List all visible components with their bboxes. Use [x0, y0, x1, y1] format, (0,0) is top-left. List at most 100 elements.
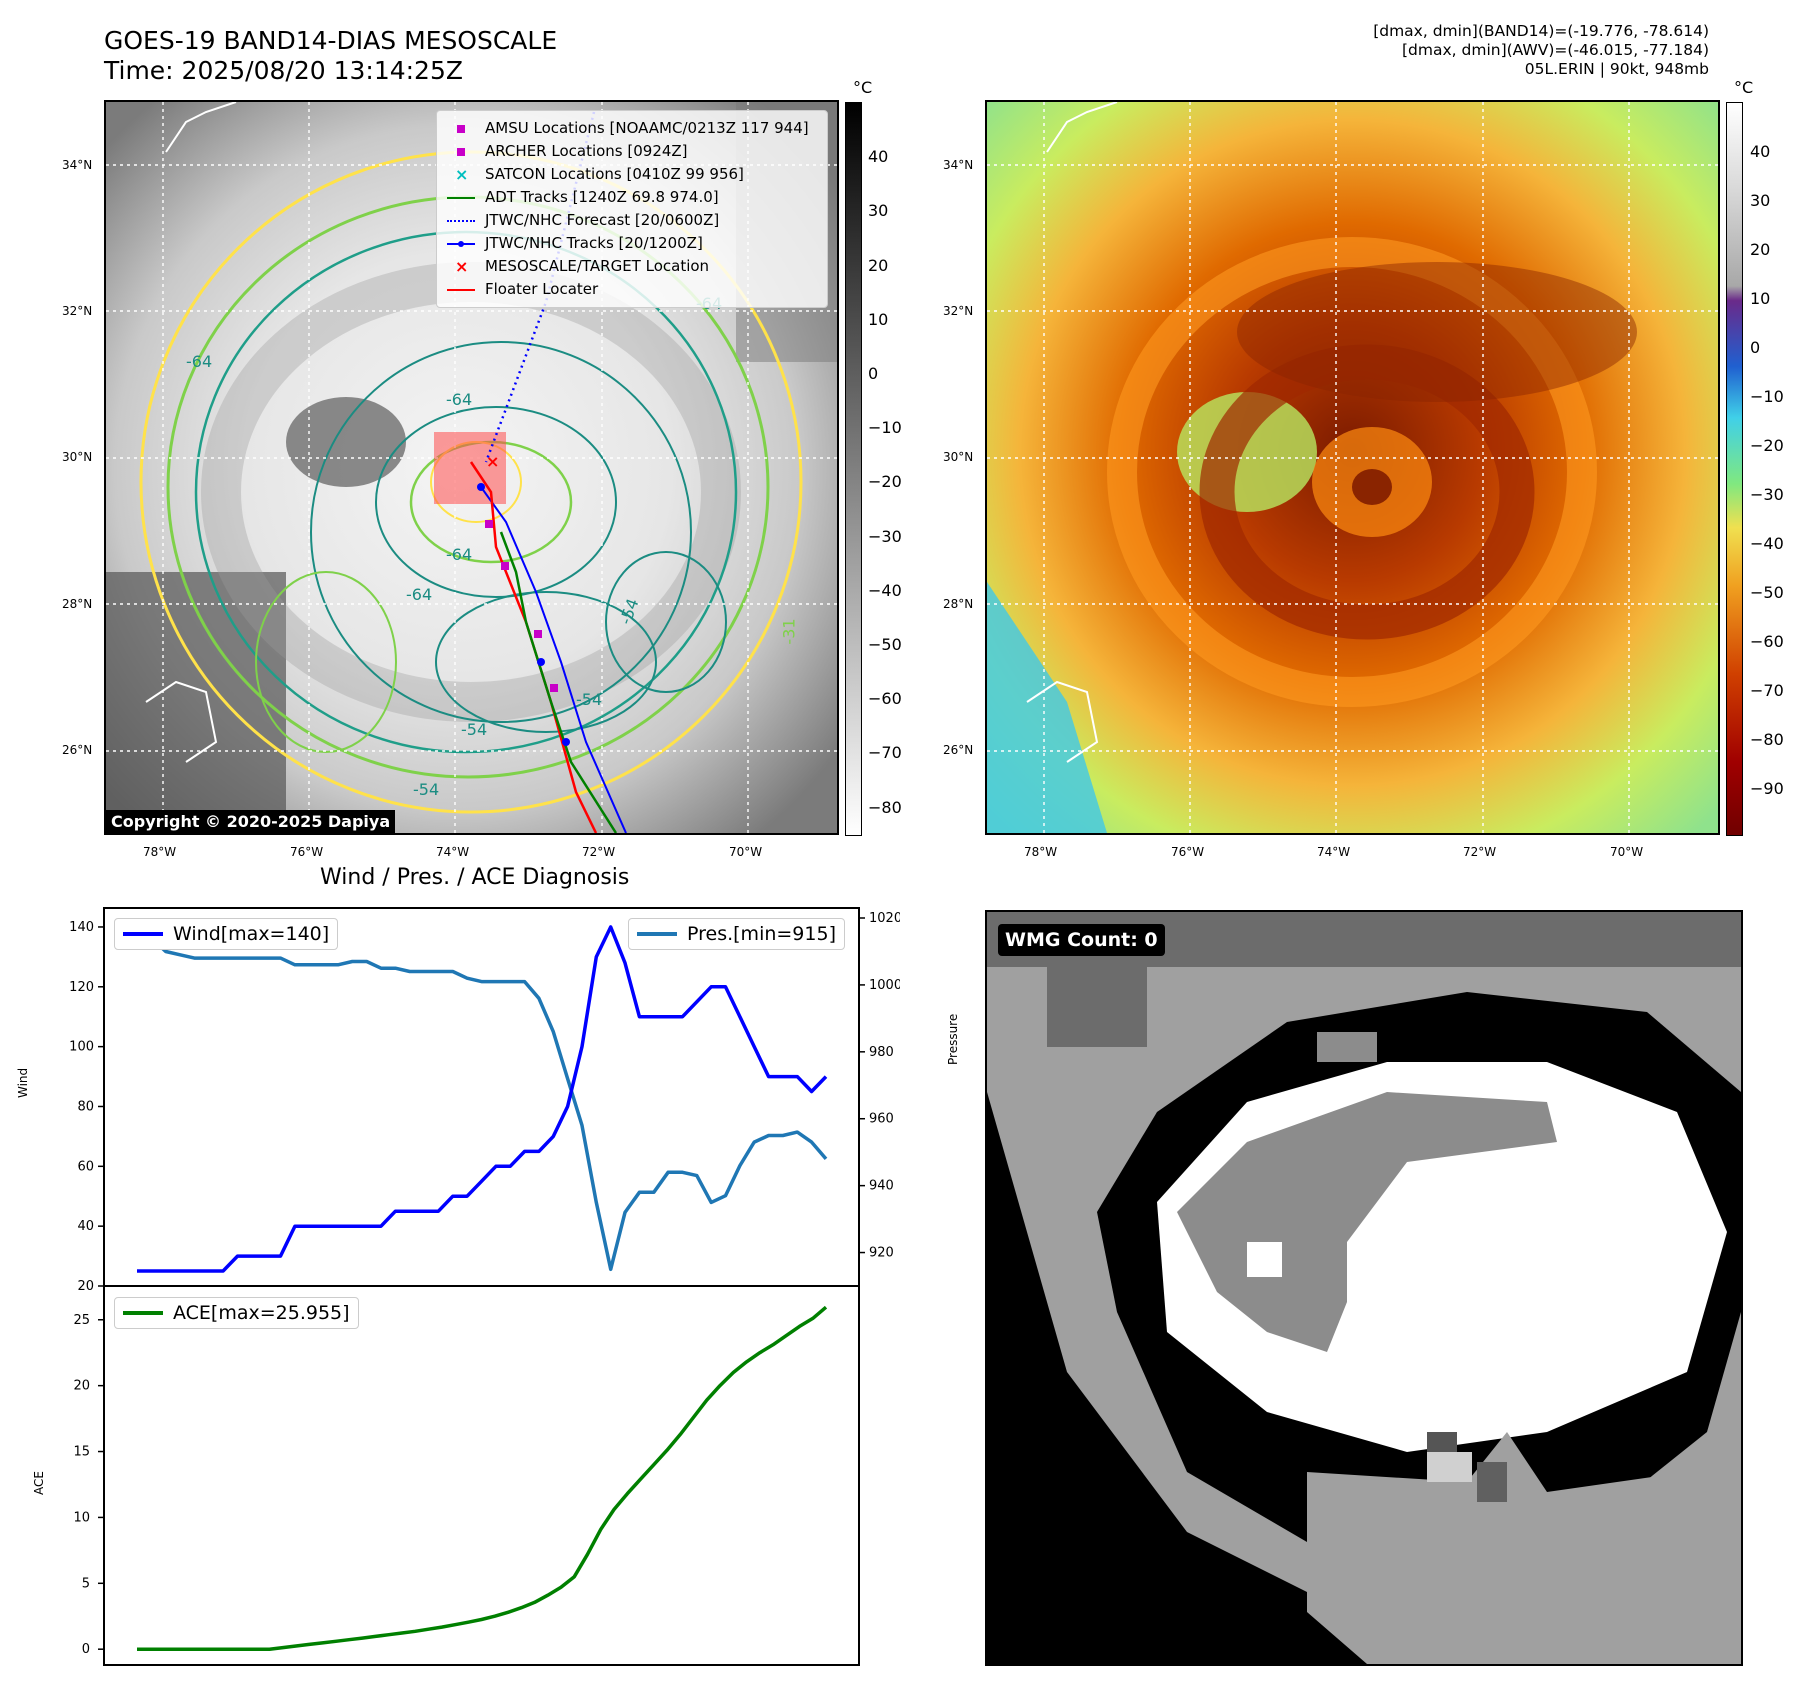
colorbar-tick: −30	[1750, 485, 1784, 504]
legend-label: Floater Locater	[485, 280, 599, 298]
wind-tick-label: 40	[77, 1219, 94, 1234]
ace-tick-label: 10	[73, 1510, 90, 1525]
colorbar-tick: −20	[1750, 436, 1784, 455]
lon-label: 78°W	[1024, 845, 1058, 859]
ace-line-icon	[123, 1311, 163, 1315]
svg-text:×: ×	[486, 452, 499, 471]
ace-tick-label: 25	[73, 1313, 90, 1328]
colorbar-tick: −50	[1750, 583, 1784, 602]
legend-label: AMSU Locations [NOAAMC/0213Z 117 944]	[485, 119, 809, 137]
ace-tick-label: 15	[73, 1445, 90, 1460]
red-x-icon: ×	[455, 256, 469, 276]
wind-tick-label: 80	[77, 1099, 94, 1114]
wind-tick-label: 140	[69, 920, 94, 935]
colorbar-tick: −90	[1750, 779, 1784, 798]
color-colorbar-unit: °C	[1734, 78, 1754, 97]
wind-series-line	[137, 925, 828, 1273]
colorbar-tick: 0	[1750, 338, 1761, 357]
diagnosis-title: Wind / Pres. / ACE Diagnosis	[320, 865, 630, 890]
legend-item-tracks: JTWC/NHC Tracks [20/1200Z]	[447, 232, 817, 255]
wind-tick-label: 60	[77, 1159, 94, 1174]
lat-label: 34°N	[943, 158, 974, 172]
lat-label: 28°N	[943, 597, 974, 611]
contour-label: -54	[576, 690, 603, 709]
lat-label: 32°N	[943, 304, 974, 318]
storm-summary: 05L.ERIN | 90kt, 948mb	[1524, 60, 1709, 78]
awv-range: [dmax, dmin](AWV)=(-46.015, -77.184)	[1402, 41, 1709, 59]
lon-label: 76°W	[290, 845, 324, 859]
lat-label: 26°N	[943, 743, 974, 757]
pressure-axis-label: Pressure	[946, 1013, 960, 1065]
lat-label: 30°N	[943, 450, 974, 464]
colorbar-tick: −20	[868, 472, 902, 491]
colorbar-tick: −80	[1750, 730, 1784, 749]
lat-label: 34°N	[62, 158, 93, 172]
colorbar-tick: 10	[1750, 289, 1771, 308]
lat-label: 30°N	[62, 450, 93, 464]
lon-label: 72°W	[582, 845, 616, 859]
colorbar-tick: −40	[1750, 534, 1784, 553]
colorbar-tick: 40	[868, 147, 889, 166]
contour-label: -54	[461, 720, 488, 739]
ace-tick-label: 0	[82, 1642, 90, 1657]
wind-legend: Wind[max=140]	[114, 918, 339, 950]
green-line-icon	[447, 191, 475, 205]
contour-label: -64	[406, 585, 433, 604]
legend-label: ARCHER Locations [0924Z]	[485, 142, 688, 160]
colorbar-tick: 20	[1750, 240, 1771, 259]
colorbar-tick: 20	[868, 256, 889, 275]
wmg-panel: WMG Count: 0	[985, 910, 1743, 1666]
lon-label: 74°W	[436, 845, 470, 859]
color-map-panel	[985, 100, 1720, 835]
colorbar-tick: 30	[1750, 191, 1771, 210]
pressure-tick-label: 920	[869, 1246, 894, 1261]
wmg-image	[987, 912, 1741, 1664]
legend-item-satcon: × SATCON Locations [0410Z 99 956]	[447, 163, 817, 186]
colorbar-tick: −60	[1750, 632, 1784, 651]
colorbar-tick: −80	[868, 798, 902, 817]
ir-map-panel: × -64 -64 -64 -64 -54 -54 -54 -54 -64 -3…	[104, 100, 839, 835]
band14-range: [dmax, dmin](BAND14)=(-19.776, -78.614)	[1373, 22, 1709, 40]
contour-label: -64	[186, 352, 213, 371]
pressure-series-line	[137, 936, 828, 1272]
blue-line-dot-icon	[447, 237, 475, 251]
legend-label: JTWC/NHC Forecast [20/0600Z]	[485, 211, 720, 229]
legend-item-target: × MESOSCALE/TARGET Location	[447, 255, 817, 278]
colorbar-tick: −40	[868, 581, 902, 600]
lon-label: 70°W	[729, 845, 763, 859]
title-line-1: GOES-19 BAND14-DIAS MESOSCALE	[104, 26, 558, 55]
pressure-tick-label: 1000	[869, 978, 900, 993]
lon-label: 70°W	[1610, 845, 1644, 859]
figure-title: GOES-19 BAND14-DIAS MESOSCALE Time: 2025…	[104, 26, 557, 86]
pressure-tick-label: 940	[869, 1179, 894, 1194]
lon-label: 76°W	[1171, 845, 1205, 859]
colorbar-tick: −50	[868, 635, 902, 654]
colorbar-tick: 40	[1750, 142, 1771, 161]
map-legend: AMSU Locations [NOAAMC/0213Z 117 944] AR…	[436, 110, 828, 308]
legend-item-amsu: AMSU Locations [NOAAMC/0213Z 117 944]	[447, 117, 817, 140]
ace-legend-label: ACE[max=25.955]	[173, 1302, 350, 1324]
contour-label: -54	[413, 780, 440, 799]
wind-tick-label: 100	[69, 1040, 94, 1055]
gray-colorbar-unit: °C	[853, 78, 873, 97]
copyright-badge: Copyright © 2020-2025 Dapiya	[106, 810, 396, 833]
magenta-square-icon	[447, 122, 475, 136]
red-line-icon	[447, 283, 475, 297]
wind-line-icon	[123, 932, 163, 936]
wind-pressure-ace-chart: 1401201008060402010201000980960940920252…	[69, 907, 900, 1666]
gray-colorbar	[845, 102, 862, 836]
contour-label: -64	[446, 545, 473, 564]
legend-item-forecast: JTWC/NHC Forecast [20/0600Z]	[447, 209, 817, 232]
contour-label: -64	[446, 390, 473, 409]
title-line-2: Time: 2025/08/20 13:14:25Z	[104, 56, 463, 85]
legend-label: SATCON Locations [0410Z 99 956]	[485, 165, 744, 183]
ace-legend: ACE[max=25.955]	[114, 1297, 359, 1329]
lat-label: 26°N	[62, 743, 93, 757]
magenta-square-icon	[447, 145, 475, 159]
lon-label: 74°W	[1317, 845, 1351, 859]
lon-label: 78°W	[143, 845, 177, 859]
ace-tick-label: 5	[82, 1576, 90, 1591]
contour-label: -31	[779, 618, 799, 645]
legend-label: JTWC/NHC Tracks [20/1200Z]	[485, 234, 703, 252]
lat-label: 28°N	[62, 597, 93, 611]
